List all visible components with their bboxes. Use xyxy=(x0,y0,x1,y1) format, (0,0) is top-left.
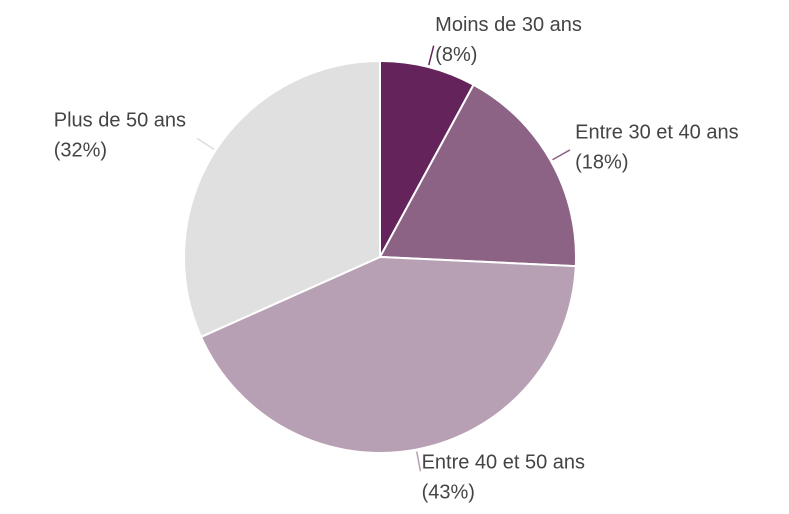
pie-slice xyxy=(199,255,577,454)
leader-line xyxy=(416,451,422,472)
slice-value-label: (43%) xyxy=(422,481,475,503)
slice-label: Moins de 30 ans xyxy=(435,14,582,36)
pie-slice xyxy=(379,59,475,258)
leader-line xyxy=(428,45,435,66)
leader-line xyxy=(552,149,571,161)
slice-label: Entre 40 et 50 ans xyxy=(422,451,585,473)
leader-line xyxy=(196,137,215,150)
slice-label: Plus de 50 ans xyxy=(54,109,186,131)
slice-value-label: (32%) xyxy=(54,139,107,161)
pie-slice xyxy=(183,59,381,339)
pie-slice xyxy=(378,83,577,268)
slice-label: Entre 30 et 40 ans xyxy=(575,121,738,143)
slice-value-label: (8%) xyxy=(435,44,477,66)
slice-value-label: (18%) xyxy=(575,151,628,173)
